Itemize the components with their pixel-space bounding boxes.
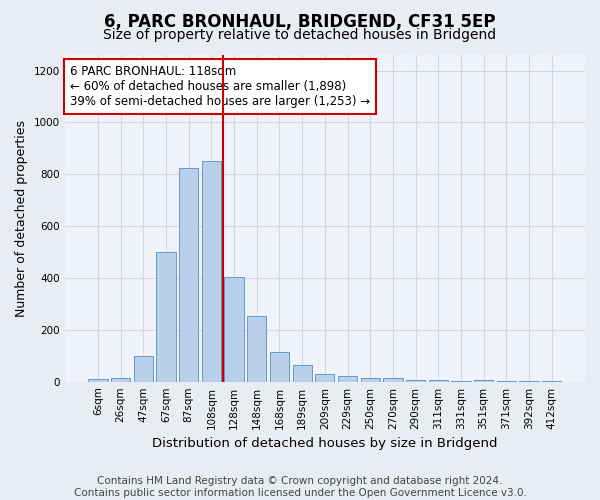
Bar (520, 381, 539, 382)
Y-axis label: Number of detached properties: Number of detached properties (15, 120, 28, 317)
Bar (134, 356, 153, 382)
Bar (202, 162, 221, 382)
Text: Size of property relative to detached houses in Bridgend: Size of property relative to detached ho… (103, 28, 497, 42)
Bar (315, 374, 334, 382)
Text: 6 PARC BRONHAUL: 118sqm
← 60% of detached houses are smaller (1,898)
39% of semi: 6 PARC BRONHAUL: 118sqm ← 60% of detache… (70, 65, 370, 108)
Bar (157, 252, 176, 382)
Bar (270, 352, 289, 382)
Text: Contains HM Land Registry data © Crown copyright and database right 2024.
Contai: Contains HM Land Registry data © Crown c… (74, 476, 526, 498)
Bar (383, 378, 403, 382)
Bar (451, 381, 470, 382)
Bar (293, 365, 312, 382)
Bar (406, 380, 425, 382)
Text: 6, PARC BRONHAUL, BRIDGEND, CF31 5EP: 6, PARC BRONHAUL, BRIDGEND, CF31 5EP (104, 12, 496, 30)
X-axis label: Distribution of detached houses by size in Bridgend: Distribution of detached houses by size … (152, 437, 497, 450)
Bar (247, 316, 266, 382)
Bar (474, 380, 493, 382)
Bar (179, 168, 199, 382)
Bar (224, 276, 244, 382)
Bar (111, 378, 130, 382)
Bar (428, 380, 448, 382)
Bar (338, 376, 357, 382)
Bar (497, 381, 516, 382)
Bar (88, 379, 107, 382)
Bar (361, 378, 380, 382)
